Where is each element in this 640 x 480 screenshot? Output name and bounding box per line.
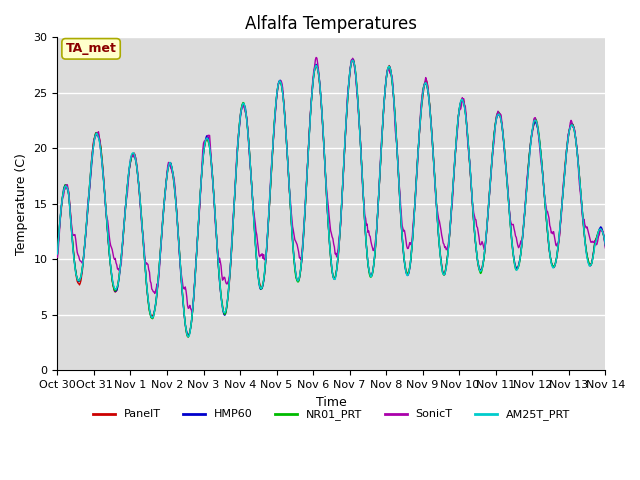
Legend: PanelT, HMP60, NR01_PRT, SonicT, AM25T_PRT: PanelT, HMP60, NR01_PRT, SonicT, AM25T_P… — [88, 405, 575, 425]
Y-axis label: Temperature (C): Temperature (C) — [15, 153, 28, 255]
Title: Alfalfa Temperatures: Alfalfa Temperatures — [245, 15, 417, 33]
X-axis label: Time: Time — [316, 396, 347, 408]
Text: TA_met: TA_met — [66, 42, 116, 55]
